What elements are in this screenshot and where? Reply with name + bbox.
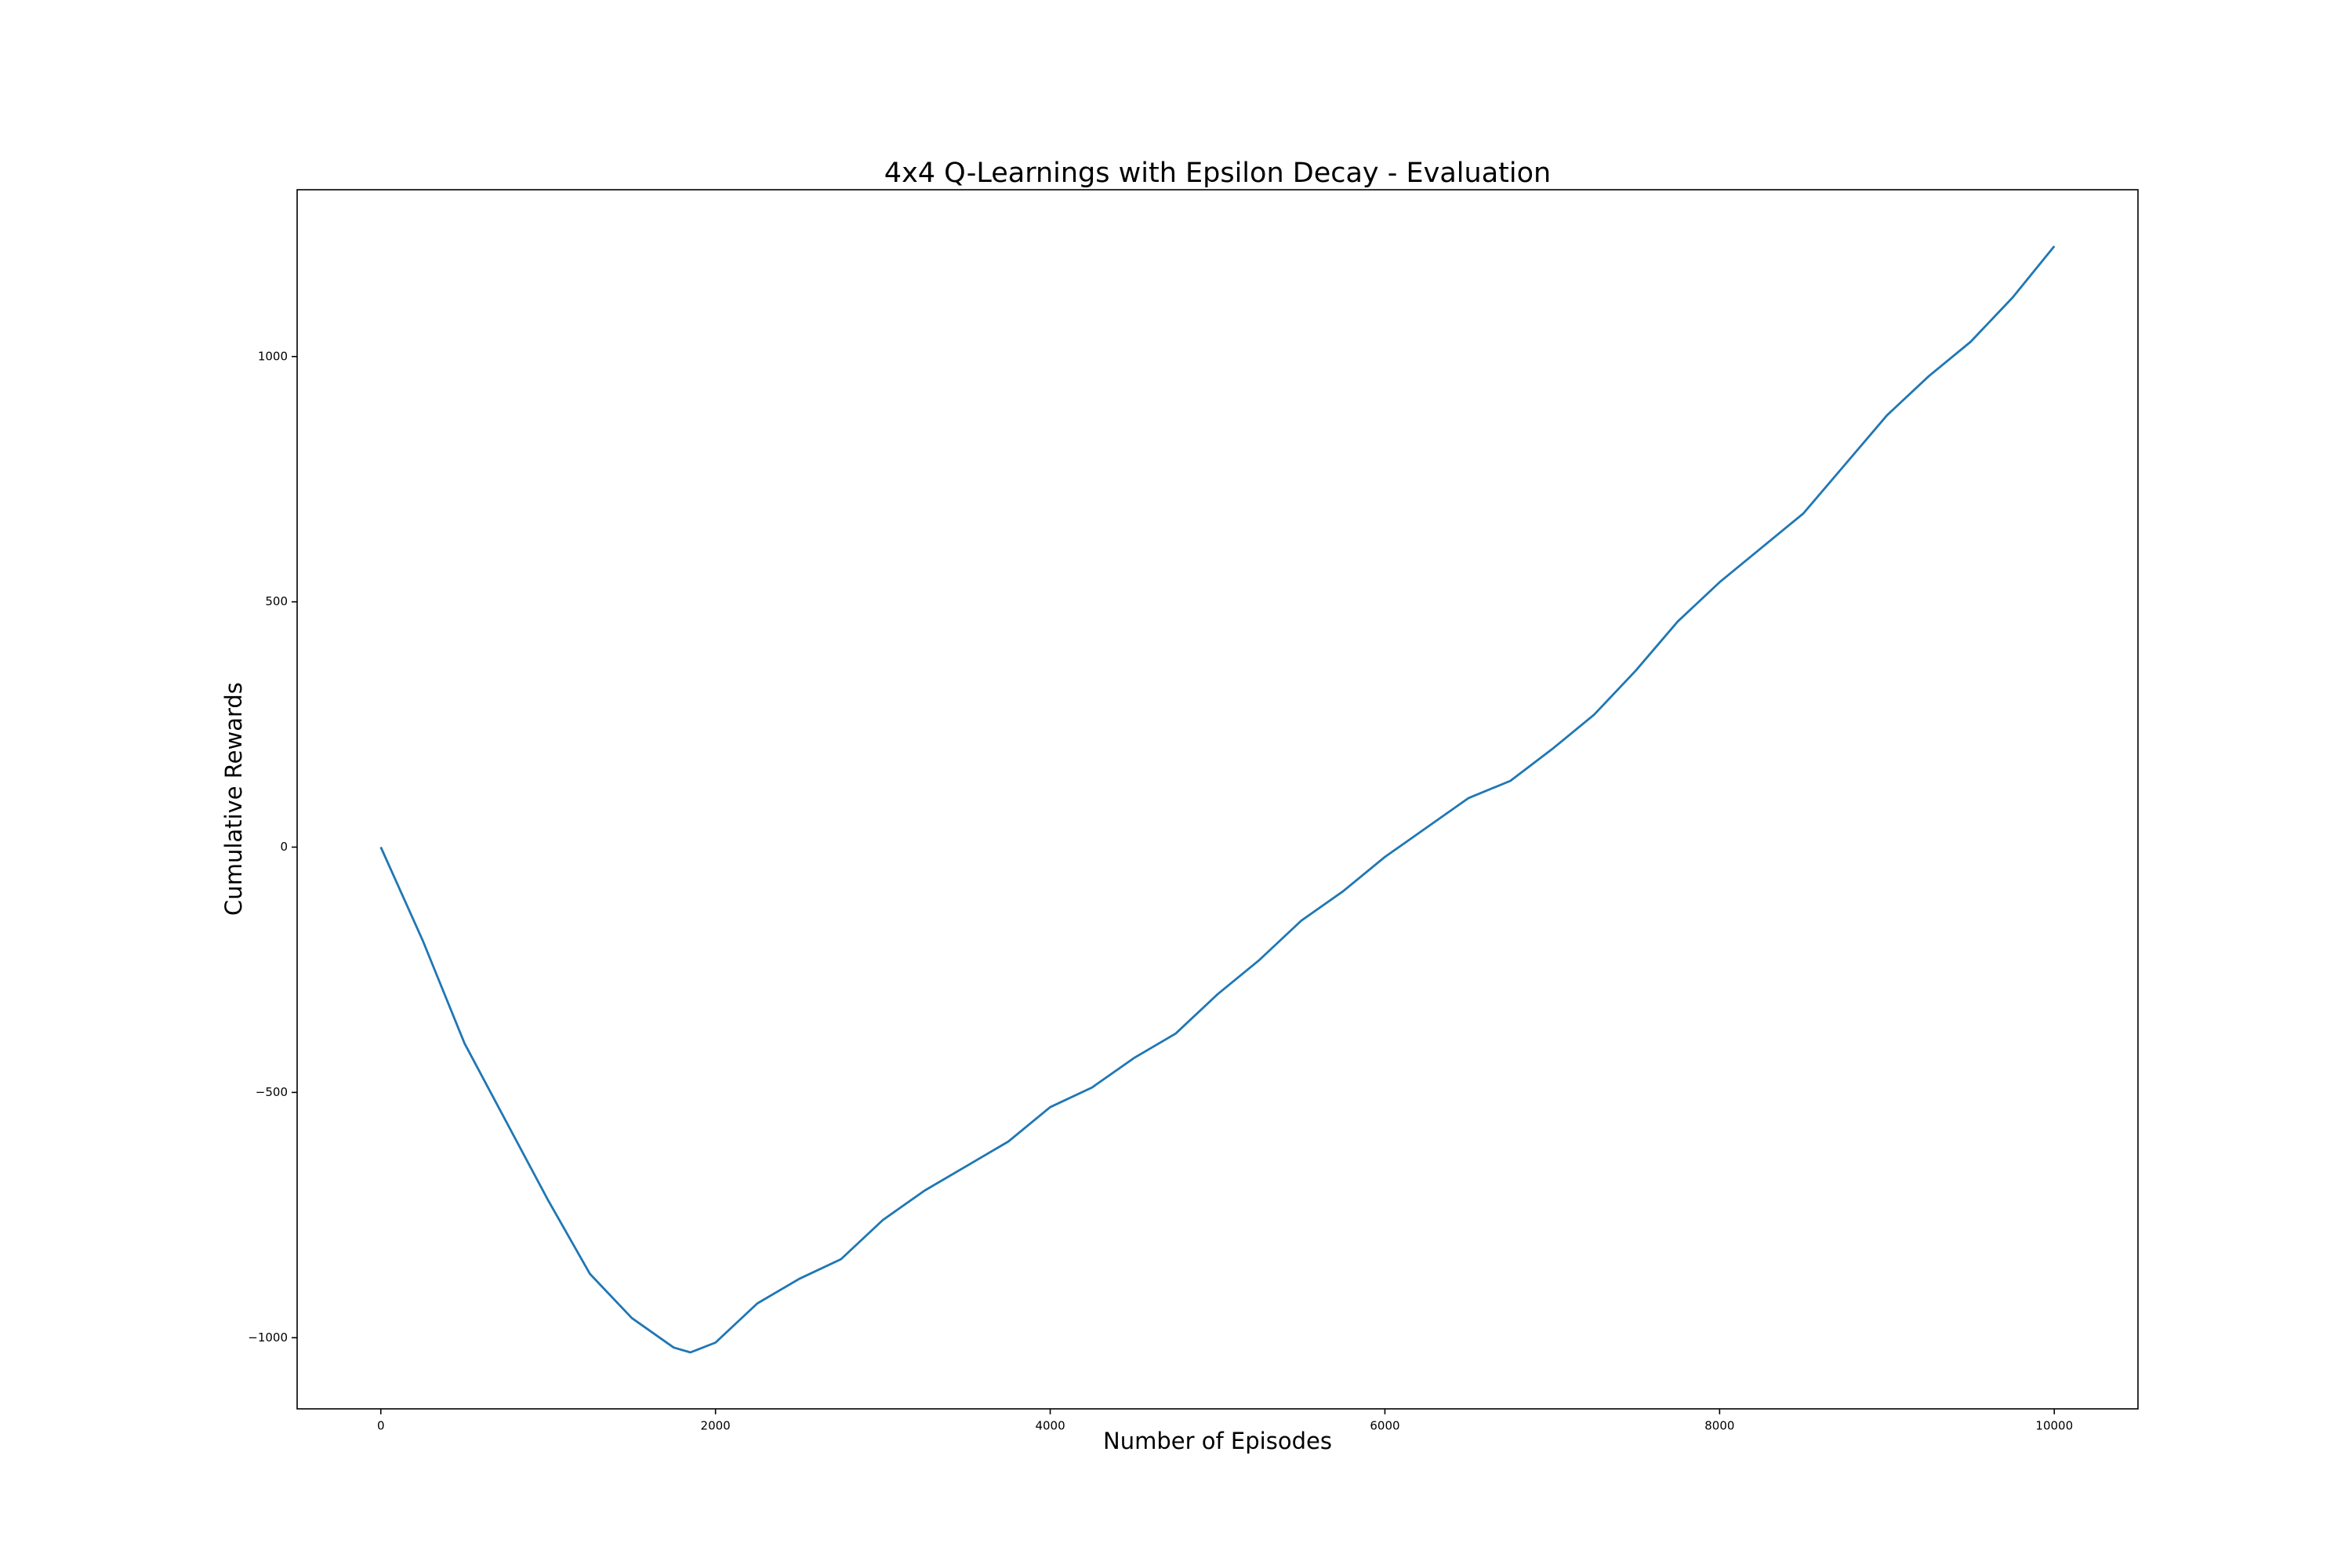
data-line <box>379 245 2056 1354</box>
x-axis-label: Number of Episodes <box>1103 1428 1332 1454</box>
x-tick-label: 0 <box>377 1419 385 1433</box>
y-tick-label: −1000 <box>248 1330 288 1345</box>
x-tick-label: 8000 <box>1704 1419 1734 1433</box>
x-tick-label: 4000 <box>1035 1419 1065 1433</box>
y-tick-label: 0 <box>280 840 288 854</box>
y-tick-label: 1000 <box>258 349 288 363</box>
y-axis-label: Cumulative Rewards <box>220 682 247 916</box>
x-tick-label: 10000 <box>2035 1419 2073 1433</box>
plot-frame <box>296 189 2139 1410</box>
y-tick-label: 500 <box>265 594 288 608</box>
x-tick-label: 2000 <box>701 1419 731 1433</box>
y-tick-label: −500 <box>256 1085 288 1099</box>
chart-title: 4x4 Q-Learnings with Epsilon Decay - Eva… <box>884 158 1551 189</box>
x-tick-label: 6000 <box>1370 1419 1399 1433</box>
